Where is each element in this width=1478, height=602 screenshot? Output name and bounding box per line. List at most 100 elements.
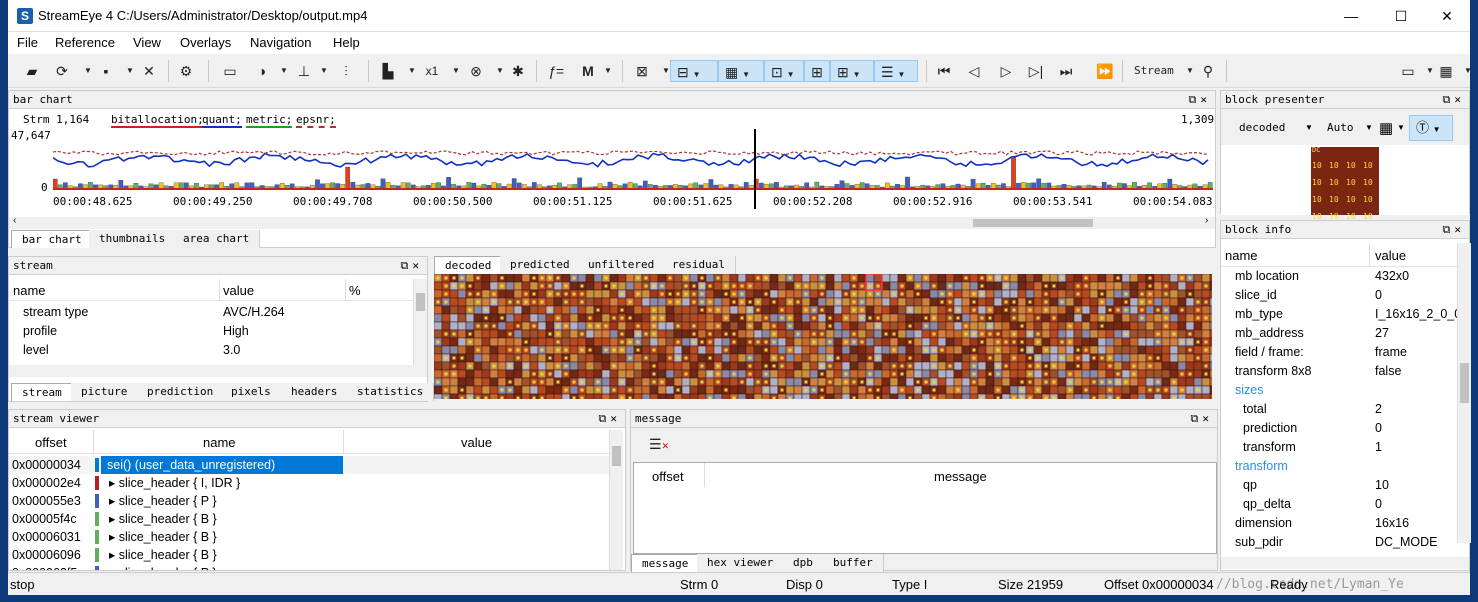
overlay-list-button[interactable]: ☰ ▼ [874,60,918,82]
block-info-row[interactable]: transform 1 [1221,438,1457,457]
stream-horizontal-scrollbar[interactable] [9,365,427,377]
block-info-row[interactable]: prediction 0 [1221,419,1457,438]
block-info-horizontal-scrollbar[interactable] [1221,557,1469,569]
compare-dropdown-icon[interactable]: ▼ [280,66,288,75]
last-frame-icon[interactable]: ⏭ [1059,63,1073,79]
block-info-row[interactable]: transform 8x8 false [1221,362,1457,381]
tab-stream[interactable]: stream [11,383,73,401]
block-info-row[interactable]: dimension 16x16 [1221,514,1457,533]
decoded-picture-view[interactable] [434,274,1212,399]
tab-thumbnails[interactable]: thumbnails [89,230,177,248]
tab-message[interactable]: message [631,554,700,572]
stream-viewer-vertical-scrollbar[interactable] [609,430,623,570]
open-folder-icon[interactable]: ▰ [26,63,38,79]
grid-view-icon[interactable]: ▦ [1439,63,1453,79]
row-name[interactable]: sei() (user_data_unregistered) [101,456,343,474]
mode-dropdown-icon[interactable]: ▼ [1305,123,1313,132]
legend-quant[interactable]: quant; [202,113,242,128]
block-info-vertical-scrollbar[interactable] [1457,243,1471,543]
close-button[interactable]: ✕ [1441,8,1453,24]
maximize-button[interactable]: ☐ [1394,8,1408,24]
next-frame-icon[interactable]: ▷| [1028,63,1044,79]
scroll-right-icon[interactable]: › [1205,215,1209,226]
panel-float-close-icon[interactable]: ⧉✕ [400,259,423,272]
row-name[interactable]: ▸ slice_header { B } [109,530,217,544]
minimize-button[interactable]: — [1344,8,1358,24]
block-info-row[interactable]: qp_delta 0 [1221,495,1457,514]
presenter-auto-select[interactable]: Auto [1327,121,1354,134]
close-file-icon[interactable]: ✕ [143,63,155,79]
menu-navigation[interactable]: Navigation [250,35,312,50]
tab-buffer[interactable]: buffer [823,554,884,572]
tab-prediction[interactable]: prediction [137,383,225,401]
tab-area-chart[interactable]: area chart [173,230,261,248]
tab-decoded[interactable]: decoded [434,256,503,274]
block-info-row[interactable]: total 2 [1221,400,1457,419]
overlay-mb-button[interactable]: ▦ ▼ [718,60,764,82]
overlay-partition-button[interactable]: ⊞ ▼ [830,60,874,82]
scroll-thumb[interactable] [612,446,621,466]
tab-pixels[interactable]: pixels [221,383,282,401]
scroll-thumb[interactable] [973,219,1093,227]
overlay-grid-button[interactable]: ⊟ ▼ [670,60,718,82]
tab-predicted[interactable]: predicted [500,256,581,274]
panel-float-close-icon[interactable]: ⧉✕ [1442,223,1465,236]
m-dropdown-icon[interactable]: ▼ [604,66,612,75]
clear-messages-icon[interactable]: ☰✕ [649,436,670,452]
table-row[interactable]: 0x000002e4 ▸ slice_header { I, IDR } [9,474,609,492]
bar-chart-dropdown-icon[interactable]: ▼ [408,66,416,75]
panel-float-close-icon[interactable]: ⧉✕ [1442,93,1465,106]
text-overlay-button[interactable]: Ⓣ ▼ [1409,115,1453,141]
menu-view[interactable]: View [133,35,161,50]
table-row[interactable]: 0x000062f5▸ slice_header { P } [9,564,609,570]
tab-unfiltered[interactable]: unfiltered [578,256,666,274]
save-icon[interactable]: ▪ [103,63,109,79]
search-icon[interactable]: ⚲ [1202,63,1214,79]
bar-chart-icon[interactable]: ▙ [382,63,394,79]
comment-icon[interactable]: ▭ [1401,63,1415,79]
crop-dropdown-icon[interactable]: ▼ [662,66,670,75]
scroll-thumb[interactable] [1460,363,1469,403]
auto-dropdown-icon[interactable]: ▼ [1365,123,1373,132]
block-info-row[interactable]: transform [1221,457,1457,476]
block-info-row[interactable]: sub_pdir DC_MODE [1221,533,1457,552]
menu-overlays[interactable]: Overlays [180,35,232,50]
block-info-row[interactable]: sizes [1221,381,1457,400]
overlay-blocks-button[interactable]: ⊞ [804,60,830,82]
row-name[interactable]: ▸ slice_header { P } [109,494,217,508]
tab-statistics[interactable]: statistics [347,383,435,401]
stream-row-name[interactable]: stream type [23,305,89,319]
block-info-row[interactable]: slice_id 0 [1221,286,1457,305]
function-icon[interactable]: ƒ= [548,63,564,79]
filter-icon[interactable]: ⊗ [470,63,482,79]
row-name[interactable]: ▸ slice_header { B } [109,548,217,562]
legend-epsnr[interactable]: epsnr; [296,113,336,128]
tab-headers[interactable]: headers [281,383,349,401]
pin-dropdown-icon[interactable]: ▼ [320,66,328,75]
macroblock-view[interactable]: DC 10 10 10 10 10 10 10 10 10 10 10 10 10 10 10 10 [1311,146,1379,221]
stream-row-name[interactable]: level [23,343,49,357]
frame-chart[interactable] [53,129,1213,209]
panel-float-close-icon[interactable]: ⧉✕ [1188,93,1211,106]
bug-icon[interactable]: ✱ [512,63,524,79]
row-name[interactable]: ▸ slice_header { P } [101,564,343,570]
tab-hex-viewer[interactable]: hex viewer [697,554,785,572]
selected-macroblock[interactable] [865,274,883,291]
row-name[interactable]: ▸ slice_header { B } [109,512,217,526]
tab-bar-chart[interactable]: bar chart [11,230,93,248]
pin-icon[interactable]: ⊥ [297,63,311,79]
grid-view-dropdown-icon[interactable]: ▼ [1464,66,1472,75]
block-info-row[interactable]: mb_type I_16x16_2_0_0 [1221,305,1457,324]
play-icon[interactable]: ▷ [1000,63,1012,79]
menu-help[interactable]: Help [333,35,360,50]
scroll-left-icon[interactable]: ‹ [13,215,17,226]
block-info-row[interactable]: mb_address 27 [1221,324,1457,343]
chart-horizontal-scrollbar[interactable]: ‹ › [9,215,1215,229]
block-info-row[interactable]: qp 10 [1221,476,1457,495]
fast-forward-icon[interactable]: ⏩ [1096,63,1114,79]
legend-bitallocation[interactable]: bitallocation; [111,113,204,128]
save-dropdown-icon[interactable]: ▼ [126,66,134,75]
first-frame-icon[interactable]: ⏮ [937,63,951,79]
table-row[interactable]: 0x00006096 ▸ slice_header { B } [9,546,609,564]
scroll-thumb[interactable] [416,293,425,311]
